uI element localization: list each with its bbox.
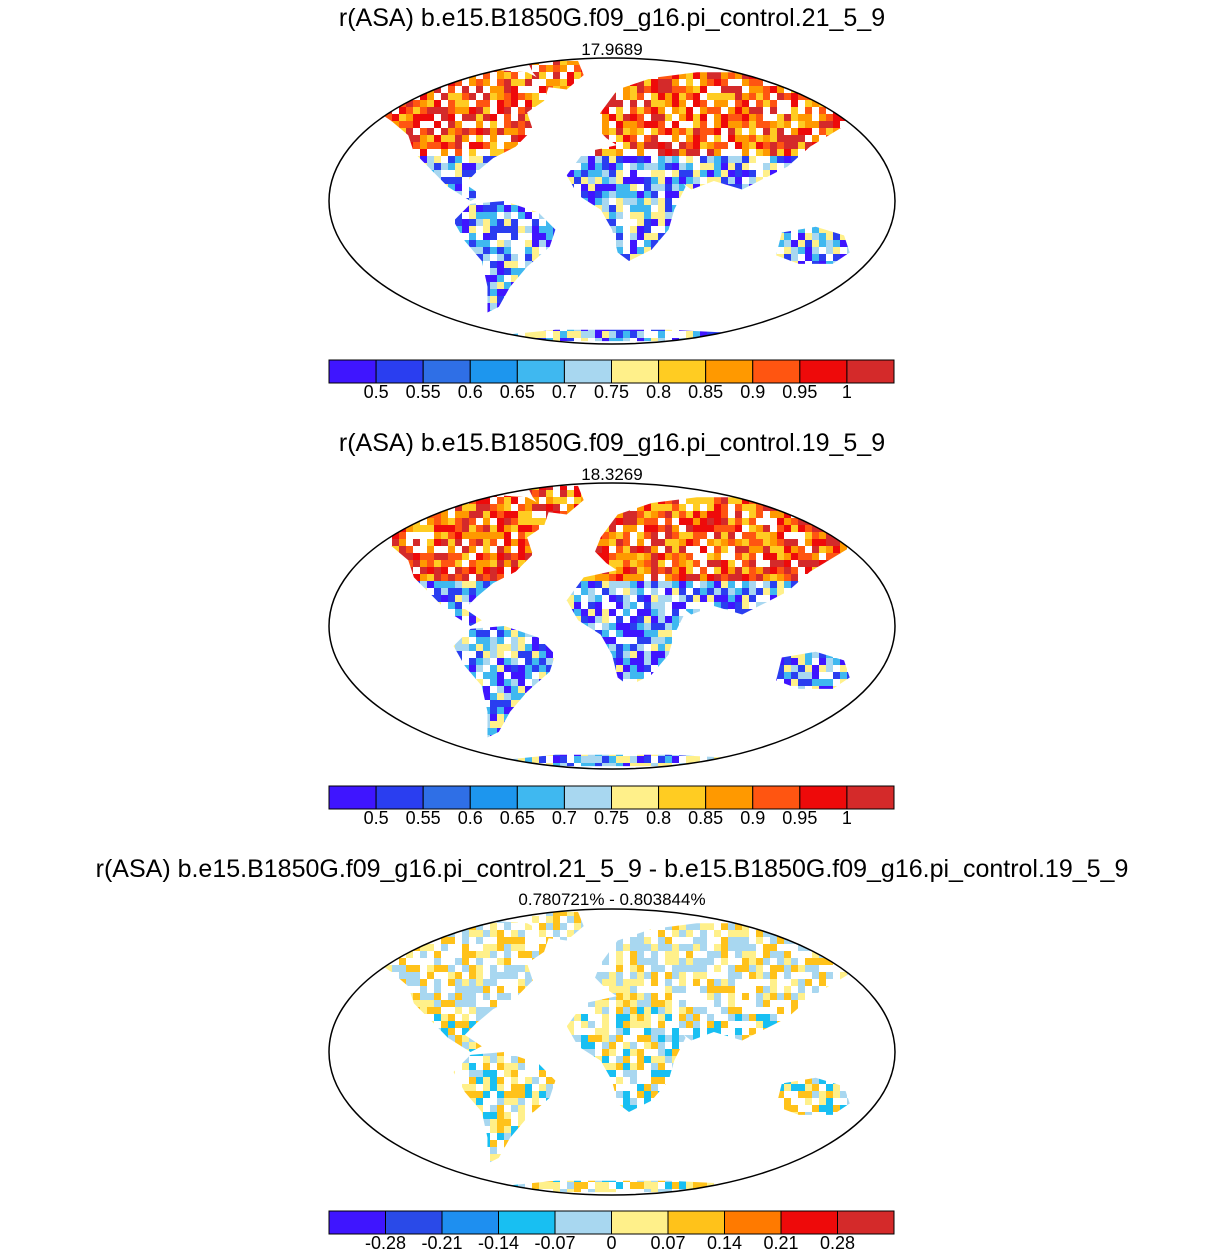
colorbar-swatch [799, 785, 848, 810]
colorbar-tick-label: 0.5 [364, 808, 389, 828]
colorbar-swatch [554, 1210, 612, 1235]
colorbar-swatch [846, 359, 895, 384]
map-frame [328, 908, 896, 1196]
colorbar-swatch [469, 785, 518, 810]
colorbar-swatch [469, 359, 518, 384]
colorbar-swatch [799, 359, 848, 384]
colorbar-tick-label: 0.28 [820, 1233, 855, 1253]
colorbar-swatch [422, 785, 471, 810]
colorbar-swatch [516, 785, 565, 810]
colorbar-tick-label: 0.55 [406, 808, 441, 828]
colorbar-swatch [846, 785, 895, 810]
map-frame [328, 482, 896, 770]
colorbar-tick-label: 0.21 [763, 1233, 798, 1253]
colorbar-tick-label: -0.14 [478, 1233, 519, 1253]
colorbar-tick-label: 0.75 [594, 808, 629, 828]
colorbar-tick-label: 0.6 [458, 808, 483, 828]
colorbar-swatch [385, 1210, 443, 1235]
colorbar-tick-label: 0.14 [707, 1233, 742, 1253]
colorbar-swatch [667, 1210, 725, 1235]
colorbar-swatch [611, 359, 660, 384]
colorbar-swatch [563, 785, 613, 810]
colorbar-swatch [328, 785, 377, 810]
colorbar-swatch [724, 1210, 782, 1235]
colorbar-swatch [375, 785, 424, 810]
colorbar-tick-label: 0.7 [552, 382, 577, 402]
colorbar-swatch [611, 1210, 669, 1235]
colorbar-tick-label: 0.95 [782, 382, 817, 402]
colorbar-tick-label: 0.07 [650, 1233, 685, 1253]
colorbar-swatch [422, 359, 471, 384]
map-title-2: r(ASA) b.e15.B1850G.f09_g16.pi_control.1… [338, 429, 886, 457]
colorbar-tick-label: 0.8 [646, 808, 671, 828]
colorbar-swatch [328, 1210, 386, 1235]
colorbar-tick-label: -0.21 [421, 1233, 462, 1253]
colorbar-swatch [441, 1210, 499, 1235]
colorbar-2: 0.5 0.55 0.6 0.65 0.7 0.75 0.8 0.85 0.9 0.95 1 [328, 785, 895, 828]
colorbar-swatch [328, 359, 377, 384]
colorbar-1: 0.5 0.55 0.6 0.65 0.7 0.75 0.8 0.85 0.9 0.95 1 [328, 359, 895, 402]
map-subtitle-1: 17.9689 [581, 40, 643, 59]
colorbar-swatch [563, 359, 613, 384]
colorbar-swatch [658, 785, 707, 810]
colorbar-swatch [780, 1210, 838, 1235]
colorbar-swatch [752, 785, 801, 810]
colorbar-tick-label: 0.85 [688, 382, 723, 402]
map-frame [328, 57, 896, 345]
colorbar-tick-label: 0.9 [740, 382, 765, 402]
colorbar-swatch [516, 359, 565, 384]
colorbar-tick-label: 0.6 [458, 382, 483, 402]
map-1 [328, 57, 896, 345]
map-3 [328, 908, 896, 1196]
colorbar-tick-label: 0.55 [406, 382, 441, 402]
colorbar-tick-label: 0.65 [500, 808, 535, 828]
colorbar-swatch [375, 359, 424, 384]
colorbar-tick-label: 0.7 [552, 808, 577, 828]
map-title-1: r(ASA) b.e15.B1850G.f09_g16.pi_control.2… [338, 4, 886, 32]
colorbar-swatch [611, 785, 660, 810]
colorbar-tick-label: 0.85 [688, 808, 723, 828]
colorbar-swatch [752, 359, 801, 384]
colorbar-tick-label: 0 [606, 1233, 616, 1253]
colorbar-3: -0.28 -0.21 -0.14 -0.07 0 0.07 0.14 0.21 0.28 [328, 1210, 895, 1253]
colorbar-swatch [705, 785, 754, 810]
colorbar-tick-label: 1 [842, 808, 852, 828]
colorbar-swatch [705, 359, 754, 384]
colorbar-swatch [658, 359, 707, 384]
colorbar-tick-label: 0.75 [594, 382, 629, 402]
map-2 [328, 482, 896, 770]
colorbar-tick-label: 0.9 [740, 808, 765, 828]
colorbar-swatch [837, 1210, 895, 1235]
map-subtitle-2: 18.3269 [581, 465, 643, 484]
map-subtitle-3: 0.780721% - 0.803844% [518, 890, 706, 909]
map-title-3: r(ASA) b.e15.B1850G.f09_g16.pi_control.2… [95, 855, 1129, 883]
colorbar-tick-label: 0.5 [364, 382, 389, 402]
colorbar-tick-label: 1 [842, 382, 852, 402]
colorbar-tick-label: -0.28 [365, 1233, 406, 1253]
colorbar-swatch [498, 1210, 556, 1235]
colorbar-tick-label: 0.8 [646, 382, 671, 402]
colorbar-tick-label: 0.65 [500, 382, 535, 402]
colorbar-tick-label: -0.07 [534, 1233, 575, 1253]
colorbar-tick-label: 0.95 [782, 808, 817, 828]
